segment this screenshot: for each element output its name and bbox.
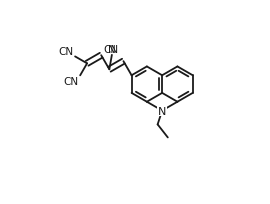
Text: CN: CN [63, 77, 78, 87]
Text: N: N [158, 106, 166, 116]
Text: CN: CN [58, 46, 73, 56]
Text: N: N [108, 44, 116, 54]
Text: CN: CN [104, 45, 119, 55]
